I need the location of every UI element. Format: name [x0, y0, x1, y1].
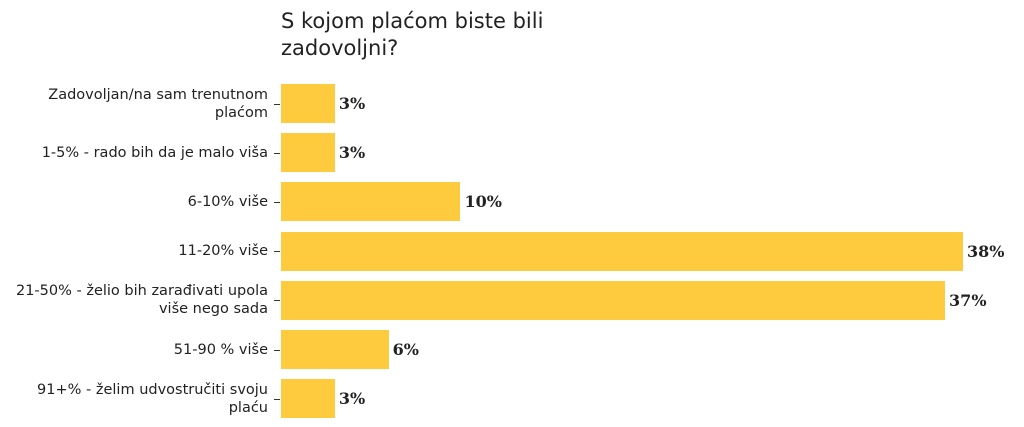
- chart-title: S kojom plaćom biste bili zadovoljni?: [281, 9, 544, 60]
- bar: [281, 231, 963, 271]
- category-label: 6-10% više: [187, 193, 268, 210]
- bar: [281, 280, 946, 320]
- bar: [281, 182, 461, 222]
- value-label: 10%: [464, 192, 502, 212]
- tick-mark: [274, 398, 280, 400]
- value-label: 6%: [392, 340, 420, 359]
- bar: [281, 330, 389, 369]
- category-label: 1-5% - rado bih da je malo viša: [41, 144, 268, 161]
- category-label: 11-20% više: [178, 243, 268, 260]
- bar: [281, 84, 335, 123]
- value-label: 3%: [338, 94, 366, 113]
- value-label: 38%: [967, 241, 1005, 261]
- category-label: 51-90 % više: [173, 341, 268, 358]
- tick-mark: [274, 103, 280, 105]
- tick-mark: [274, 251, 280, 253]
- tick-mark: [274, 349, 280, 351]
- category-label: 91+% - želim udvostručiti svoju plaću: [37, 381, 268, 416]
- category-label: 21-50% - želio bih zarađivati upola više…: [15, 283, 268, 318]
- bar: [281, 379, 335, 419]
- value-label: 3%: [338, 143, 366, 163]
- tick-mark: [274, 152, 280, 154]
- tick-mark: [274, 201, 280, 203]
- tick-mark: [274, 300, 280, 302]
- value-label: 3%: [338, 389, 366, 409]
- value-label: 37%: [949, 290, 987, 310]
- category-label: Zadovoljan/na sam trenutnom plaćom: [48, 86, 268, 121]
- bar: [281, 133, 335, 173]
